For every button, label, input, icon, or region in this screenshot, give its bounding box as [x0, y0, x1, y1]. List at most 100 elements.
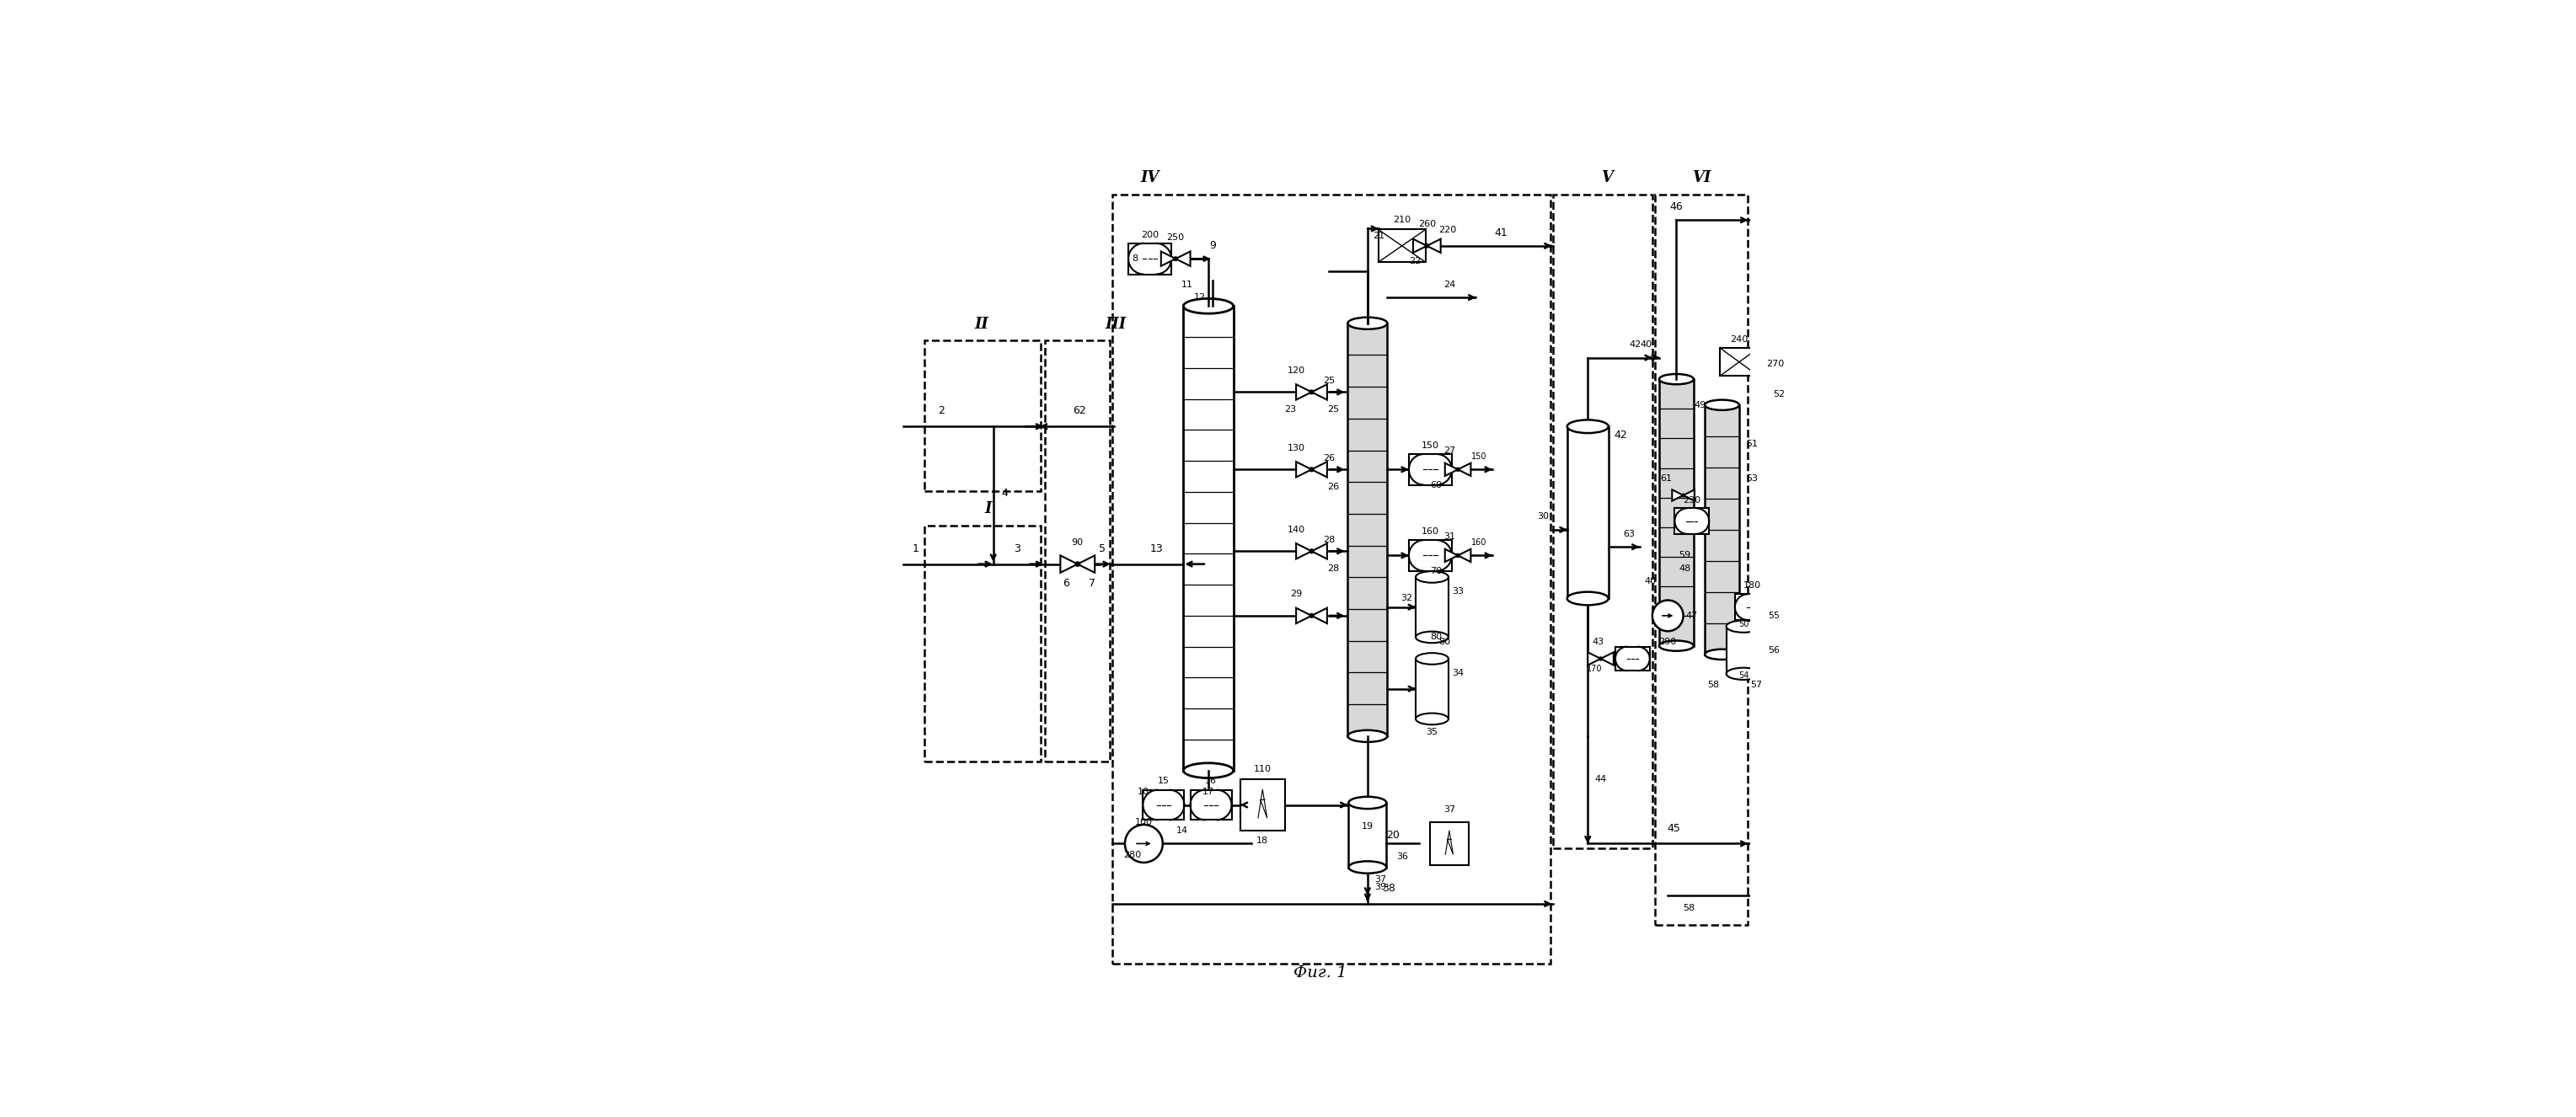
Bar: [1417, 577, 1448, 637]
Ellipse shape: [1347, 317, 1388, 330]
Text: 13: 13: [1149, 543, 1164, 554]
Text: 12: 12: [1193, 294, 1206, 302]
Circle shape: [1126, 824, 1162, 862]
Ellipse shape: [1659, 374, 1692, 384]
Circle shape: [1074, 562, 1079, 566]
Bar: [1046, 341, 1110, 762]
Circle shape: [1682, 494, 1685, 497]
Circle shape: [1309, 390, 1314, 394]
Text: 55: 55: [1767, 611, 1780, 620]
Text: 20: 20: [1386, 830, 1399, 840]
Text: 200: 200: [1141, 230, 1159, 239]
Text: 51: 51: [1747, 439, 1757, 448]
Text: 58: 58: [1682, 904, 1695, 913]
Circle shape: [1175, 257, 1177, 260]
Text: 40: 40: [1643, 577, 1656, 585]
Bar: [1734, 594, 1770, 620]
Bar: [1378, 229, 1425, 262]
Bar: [1553, 194, 1651, 848]
Ellipse shape: [1566, 592, 1607, 605]
Polygon shape: [1458, 464, 1471, 476]
Polygon shape: [1458, 550, 1471, 562]
Text: 70: 70: [1430, 566, 1443, 575]
Polygon shape: [1445, 550, 1458, 562]
Text: 150: 150: [1422, 441, 1440, 450]
Text: 220: 220: [1437, 226, 1455, 235]
Polygon shape: [1296, 544, 1311, 558]
Text: 25: 25: [1327, 405, 1340, 413]
Ellipse shape: [1705, 649, 1739, 659]
Text: 44: 44: [1595, 775, 1607, 783]
Polygon shape: [1765, 373, 1777, 384]
Text: 52: 52: [1772, 391, 1785, 399]
Text: 110: 110: [1255, 764, 1273, 773]
Text: 8: 8: [1133, 255, 1139, 262]
Text: 53: 53: [1747, 474, 1757, 483]
Text: V: V: [1600, 171, 1613, 185]
Text: 28: 28: [1327, 564, 1340, 573]
Circle shape: [1455, 468, 1461, 471]
Bar: [1705, 405, 1739, 655]
Text: 56: 56: [1767, 646, 1780, 655]
Text: 41: 41: [1494, 228, 1507, 238]
Text: 2: 2: [938, 405, 945, 417]
Polygon shape: [1175, 251, 1190, 266]
Text: 33: 33: [1453, 588, 1463, 595]
Text: 29: 29: [1291, 590, 1301, 599]
Polygon shape: [1311, 461, 1327, 477]
Text: 61: 61: [1659, 474, 1672, 483]
Text: 24: 24: [1443, 280, 1455, 289]
Bar: [1350, 803, 1386, 867]
Polygon shape: [1296, 384, 1311, 400]
Circle shape: [1425, 244, 1430, 248]
Text: 39: 39: [1376, 882, 1386, 891]
Bar: [1409, 454, 1453, 485]
Ellipse shape: [1726, 668, 1762, 680]
Polygon shape: [1754, 373, 1765, 384]
Ellipse shape: [1417, 571, 1448, 583]
Bar: [1239, 780, 1285, 831]
Text: 17: 17: [1203, 787, 1213, 796]
Text: 25: 25: [1324, 376, 1334, 385]
Text: 19: 19: [1363, 822, 1373, 831]
Text: 3: 3: [1015, 543, 1020, 554]
Polygon shape: [1061, 555, 1077, 573]
Ellipse shape: [1417, 631, 1448, 643]
Polygon shape: [1445, 464, 1458, 476]
Bar: [925, 341, 1041, 491]
Polygon shape: [1427, 239, 1440, 252]
Text: 7: 7: [1090, 577, 1095, 589]
Bar: [1654, 194, 1747, 925]
Ellipse shape: [1350, 796, 1386, 809]
Text: 46: 46: [1669, 202, 1682, 212]
Text: 1: 1: [912, 543, 920, 554]
Bar: [1128, 244, 1172, 275]
Bar: [1726, 627, 1762, 674]
Polygon shape: [1311, 608, 1327, 623]
Text: 9: 9: [1208, 240, 1216, 251]
Bar: [1417, 659, 1448, 719]
Bar: [1430, 822, 1468, 865]
Text: 62: 62: [1072, 405, 1087, 417]
Text: 57: 57: [1752, 680, 1762, 689]
Text: 26: 26: [1324, 455, 1334, 462]
Text: 40: 40: [1641, 341, 1651, 349]
Text: 27: 27: [1443, 447, 1455, 455]
Polygon shape: [1311, 544, 1327, 558]
Text: 31: 31: [1443, 533, 1455, 541]
Text: 130: 130: [1288, 443, 1306, 452]
Text: 63: 63: [1623, 529, 1636, 538]
Bar: [1144, 790, 1185, 820]
Text: 15: 15: [1157, 776, 1170, 785]
Text: 42: 42: [1613, 430, 1628, 440]
Text: 120: 120: [1288, 366, 1306, 375]
Text: II: II: [974, 317, 989, 332]
Text: 160: 160: [1422, 527, 1440, 536]
Bar: [1659, 379, 1692, 646]
Circle shape: [1600, 657, 1602, 660]
Text: 22: 22: [1409, 257, 1422, 266]
Text: 11: 11: [1180, 280, 1193, 289]
Bar: [1721, 349, 1759, 375]
Text: 38: 38: [1383, 882, 1396, 894]
Polygon shape: [1587, 652, 1600, 665]
